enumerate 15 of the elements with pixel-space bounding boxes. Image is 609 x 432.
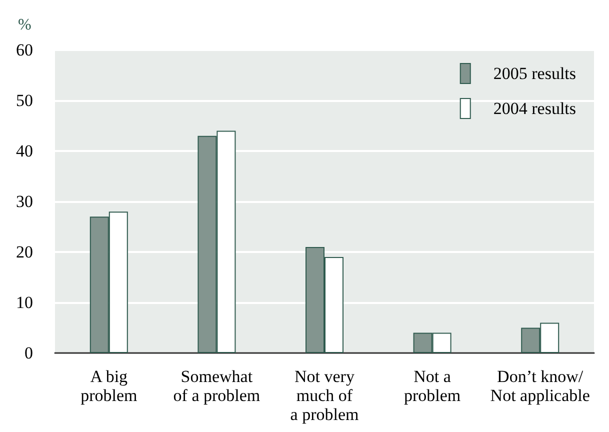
y-axis-title: %: [18, 16, 32, 34]
y-tick-label: 10: [16, 293, 33, 312]
y-tick-label: 20: [16, 242, 33, 262]
y-tick-label: 30: [16, 192, 33, 211]
x-tick-label: Not very much of a problem: [290, 367, 359, 424]
x-tick-label: Somewhat of a problem: [173, 367, 260, 405]
y-tick-label: 40: [16, 142, 33, 160]
x-tick-label: Not a problem: [404, 367, 461, 405]
x-tick-label: A big problem: [80, 367, 138, 405]
y-tick-label: 60: [16, 40, 33, 60]
x-tick-label: Don’t know/ Not applicable: [490, 367, 590, 405]
legend-label: 2004 results: [493, 99, 576, 118]
y-tick-label: 50: [16, 91, 33, 110]
y-tick-label: 0: [24, 344, 33, 362]
legend-label: 2005 results: [493, 64, 576, 83]
